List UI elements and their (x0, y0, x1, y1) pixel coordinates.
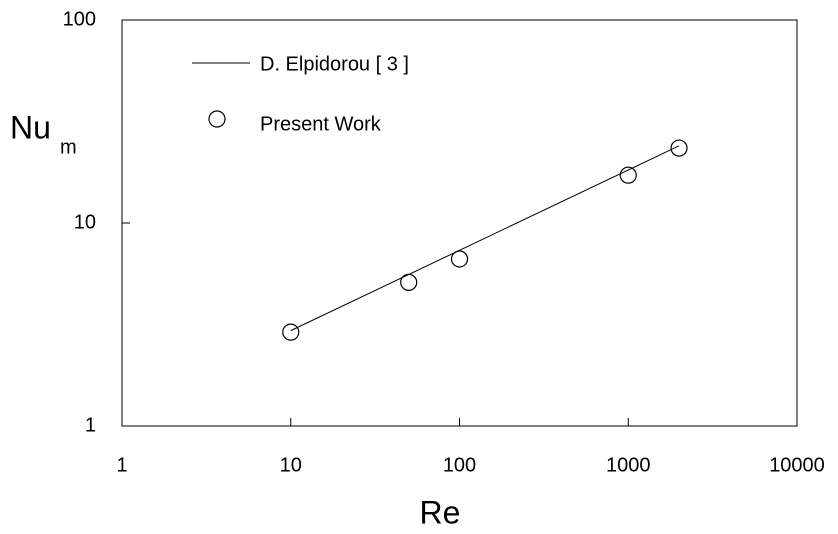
y-axis-label: Nu (10, 109, 51, 145)
x-axis-label: Re (420, 494, 461, 530)
y-tick-label: 1 (85, 414, 96, 436)
legend-label: Present Work (260, 113, 382, 135)
y-tick-label: 100 (63, 8, 96, 30)
y-tick-label: 10 (74, 211, 96, 233)
data-point (450, 250, 469, 268)
data-point (400, 273, 418, 291)
x-tick-label: 100 (443, 454, 476, 476)
legend-label: D. Elpidorou [ 3 ] (260, 53, 409, 75)
data-point (670, 139, 688, 157)
x-tick-label: 1 (116, 454, 127, 476)
x-tick-label: 1000 (606, 454, 651, 476)
y-axis-label-sub: m (60, 136, 77, 158)
data-point (282, 323, 300, 341)
data-line (290, 145, 680, 332)
x-tick-label: 10 (280, 454, 302, 476)
x-tick-label: 10000 (769, 454, 825, 476)
legend-marker (208, 110, 226, 128)
data-point (619, 166, 637, 184)
plot-frame (121, 19, 798, 427)
